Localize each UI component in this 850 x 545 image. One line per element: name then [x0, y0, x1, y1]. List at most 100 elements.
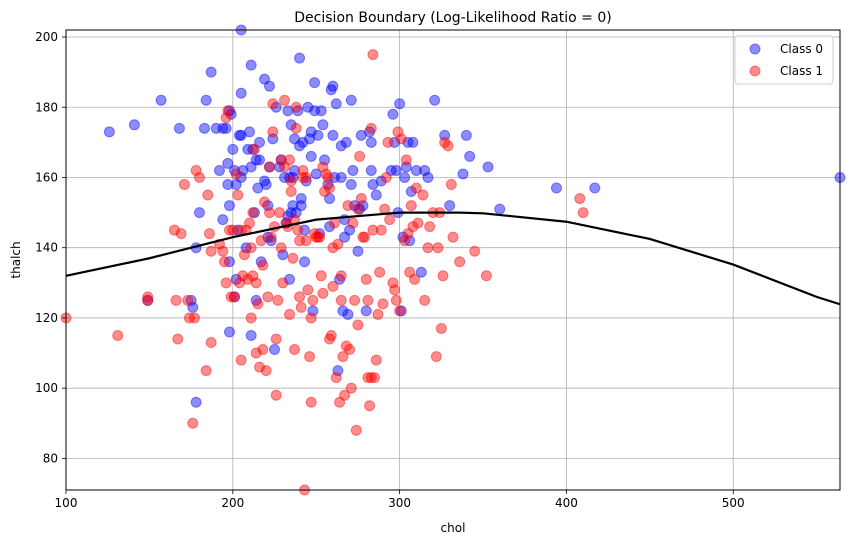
scatter-point-class-1 — [235, 354, 247, 366]
scatter-point-class-0 — [354, 203, 366, 215]
scatter-point-class-1 — [267, 98, 279, 110]
scatter-point-class-1 — [304, 351, 316, 363]
scatter-point-class-1 — [183, 312, 195, 324]
scatter-point-class-1 — [203, 228, 215, 240]
scatter-point-class-0 — [390, 164, 402, 176]
scatter-point-class-0 — [349, 200, 361, 212]
scatter-point-class-1 — [279, 94, 291, 106]
x-axis-label: chol — [441, 521, 466, 535]
scatter-point-class-1 — [352, 203, 364, 215]
scatter-point-class-0 — [233, 129, 245, 141]
scatter-point-class-0 — [250, 294, 262, 306]
scatter-point-class-1 — [223, 224, 235, 236]
scatter-point-class-1 — [362, 294, 374, 306]
scatter-point-class-1 — [232, 189, 244, 201]
scatter-point-class-1 — [354, 150, 366, 162]
decision-boundary-line — [65, 211, 841, 306]
scatter-point-class-0 — [255, 256, 267, 268]
y-tick-label: 140 — [35, 241, 58, 255]
scatter-point-class-0 — [464, 150, 476, 162]
scatter-point-class-0 — [245, 161, 257, 173]
scatter-point-class-1 — [372, 308, 384, 320]
scatter-point-class-0 — [309, 77, 321, 89]
scatter-point-class-1 — [382, 136, 394, 148]
scatter-point-class-1 — [365, 372, 377, 384]
y-tick-label: 80 — [43, 451, 58, 465]
scatter-point-class-0 — [345, 179, 357, 191]
scatter-point-class-0 — [287, 200, 299, 212]
scatter-point-class-1 — [309, 228, 321, 240]
scatter-point-class-0 — [297, 136, 309, 148]
scatter-point-class-1 — [289, 344, 301, 356]
scatter-point-class-1 — [259, 196, 271, 208]
scatter-point-class-1 — [424, 221, 436, 233]
scatter-point-class-0 — [299, 224, 311, 236]
scatter-point-class-1 — [469, 245, 481, 257]
scatter-point-class-1 — [250, 277, 262, 289]
scatter-point-class-0 — [439, 129, 451, 141]
scatter-point-class-1 — [405, 200, 417, 212]
legend-box — [734, 35, 834, 85]
scatter-point-class-1 — [432, 242, 444, 254]
scatter-point-class-0 — [419, 164, 431, 176]
scatter-point-class-1 — [320, 168, 332, 180]
scatter-point-class-1 — [422, 242, 434, 254]
scatter-point-class-1 — [442, 140, 454, 152]
scatter-point-class-1 — [290, 101, 302, 113]
scatter-point-class-1 — [202, 189, 214, 201]
scatter-point-class-1 — [230, 168, 242, 180]
scatter-point-class-1 — [334, 396, 346, 408]
scatter-point-class-1 — [295, 301, 307, 313]
scatter-point-class-1 — [217, 245, 229, 257]
scatter-point-class-0 — [305, 126, 317, 138]
scatter-point-class-0 — [292, 105, 304, 117]
scatter-point-class-1 — [238, 249, 250, 261]
scatter-point-class-0 — [235, 129, 247, 141]
scatter-point-class-0 — [342, 308, 354, 320]
scatter-point-class-0 — [482, 161, 494, 173]
scatter-point-class-0 — [319, 154, 331, 166]
scatter-point-class-1 — [374, 266, 386, 278]
scatter-point-class-0 — [415, 266, 427, 278]
scatter-point-class-1 — [312, 231, 324, 243]
scatter-point-class-0 — [282, 105, 294, 117]
y-tick-label: 120 — [35, 311, 58, 325]
scatter-point-class-0 — [385, 164, 397, 176]
scatter-point-class-1 — [250, 347, 262, 359]
scatter-point-class-0 — [389, 136, 401, 148]
scatter-point-class-0 — [357, 200, 369, 212]
scatter-point-class-1 — [310, 231, 322, 243]
legend-label-class-1: Class 1 — [780, 64, 823, 78]
scatter-point-class-0 — [405, 186, 417, 198]
scatter-point-class-0 — [254, 136, 265, 148]
scatter-point-class-1 — [577, 207, 589, 219]
scatter-point-class-1 — [314, 231, 326, 243]
scatter-point-class-0 — [222, 179, 234, 191]
scatter-point-class-1 — [260, 365, 272, 377]
scatter-point-class-1 — [574, 193, 586, 205]
scatter-point-class-1 — [394, 305, 406, 317]
scatter-point-class-1 — [264, 161, 276, 173]
scatter-point-class-1 — [112, 329, 124, 341]
scatter-point-class-1 — [352, 319, 364, 331]
scatter-point-class-1 — [175, 228, 187, 240]
scatter-point-class-1 — [168, 224, 180, 236]
y-tick-label: 100 — [35, 381, 58, 395]
scatter-point-class-1 — [205, 245, 217, 257]
scatter-point-class-1 — [142, 294, 154, 306]
scatter-point-class-0 — [223, 105, 235, 117]
x-tick-label: 500 — [722, 496, 745, 510]
scatter-point-class-1 — [270, 389, 282, 401]
y-axis-label: thalch — [9, 241, 23, 278]
scatter-point-class-1 — [395, 133, 407, 145]
scatter-point-class-1 — [349, 294, 361, 306]
scatter-point-class-0 — [252, 182, 264, 194]
scatter-point-class-1 — [402, 228, 414, 240]
scatter-point-class-0 — [364, 126, 376, 138]
scatter-point-class-0 — [324, 221, 336, 233]
scatter-point-class-1 — [317, 287, 329, 299]
scatter-point-class-1 — [267, 126, 279, 138]
scatter-point-class-0 — [589, 182, 601, 194]
scatter-point-class-0 — [352, 245, 364, 257]
